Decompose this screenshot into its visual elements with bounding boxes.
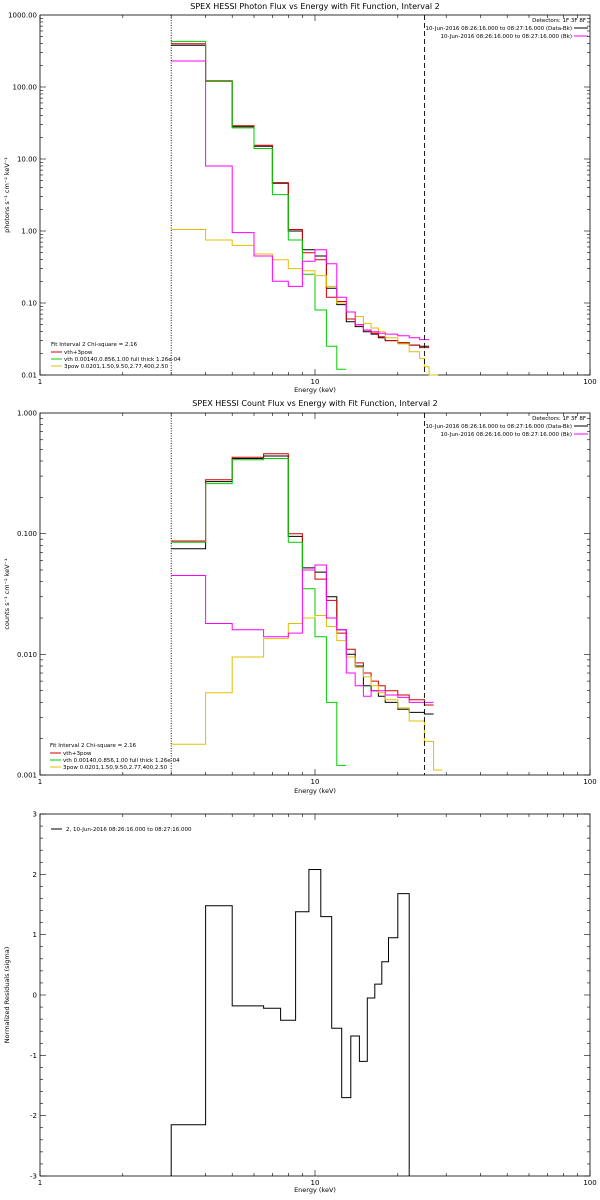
photon-series-3pow bbox=[171, 229, 438, 376]
residuals-x-tick-label: 10 bbox=[311, 1179, 320, 1187]
photon-x-tick-label: 1 bbox=[38, 378, 42, 386]
photon-y-axis-label: photons s⁻¹ cm⁻² keV⁻¹ bbox=[3, 157, 11, 233]
residuals-series-residuals bbox=[170, 869, 410, 1176]
photon-series-bk bbox=[171, 60, 430, 341]
photon-flux-panel: SPEX HESSI Photon Flux vs Energy with Fi… bbox=[3, 2, 597, 394]
photon-legend-data-bk: 10-Jun-2016 08:26:16.000 to 08:27:16.000… bbox=[426, 26, 572, 32]
count-fit-total-label: vth+3pow bbox=[63, 751, 92, 757]
count-flux-panel: SPEX HESSI Count Flux vs Energy with Fit… bbox=[3, 399, 597, 795]
photon-x-tick-label: 10 bbox=[311, 378, 320, 386]
count-x-tick-label: 100 bbox=[583, 778, 596, 786]
photon-fit-vth-label: vth 0.00140,0.856,1.00 full thick 1.26e-… bbox=[64, 357, 181, 363]
count-series-group bbox=[171, 453, 443, 771]
photon-series-group bbox=[171, 40, 438, 376]
count-y-tick-label: 1.000 bbox=[17, 410, 37, 418]
photon-fit-header: Fit Interval 2 Chi-square = 2.16 bbox=[51, 342, 138, 348]
photon-x-tick-label: 100 bbox=[583, 378, 596, 386]
photon-fit-total-label: vth+3pow bbox=[64, 350, 93, 356]
photon-series-vth bbox=[171, 40, 347, 370]
residuals-y-tick-label: 0 bbox=[33, 992, 37, 1000]
photon-y-tick-label: 10.00 bbox=[17, 156, 37, 164]
count-detectors-label: Detectors: 1F 3F 8F bbox=[532, 416, 586, 422]
count-x-tick-label: 1 bbox=[38, 778, 42, 786]
residuals-x-tick-label: 100 bbox=[583, 1179, 596, 1187]
count-series-3pow bbox=[171, 615, 443, 771]
photon-legend-bk: 10-Jun-2016 08:26:16.000 to 08:27:16.000… bbox=[440, 34, 572, 40]
residuals-y-tick-label: -2 bbox=[30, 1112, 37, 1120]
residuals-legend-label: 2, 10-Jun-2016 08:26:16.000 to 08:27:16.… bbox=[66, 827, 192, 833]
photon-vertical-markers bbox=[170, 15, 425, 375]
residuals-plot-frame bbox=[39, 813, 591, 1177]
residuals-y-tick-label: 1 bbox=[33, 931, 37, 939]
count-x-axis-label: Energy (keV) bbox=[294, 787, 336, 795]
photon-series-data-bk bbox=[171, 44, 430, 347]
photon-flux-title: SPEX HESSI Photon Flux vs Energy with Fi… bbox=[190, 2, 440, 11]
residuals-panel: 1 10 100 -3 -2 -1 0 1 2 3 2, 10-Jun-2016 08:26:16… bbox=[3, 811, 597, 1195]
count-series-vth bbox=[171, 458, 347, 766]
photon-series-vth-3pow bbox=[171, 43, 430, 349]
residuals-y-tick-label: 2 bbox=[33, 871, 37, 879]
count-y-tick-label: 0.001 bbox=[17, 772, 37, 780]
count-series-bk bbox=[171, 564, 434, 703]
count-legend-data-bk: 10-Jun-2016 08:26:16.000 to 08:27:16.000… bbox=[426, 424, 572, 430]
count-fit-header: Fit Interval 2 Chi-square = 2.16 bbox=[50, 743, 137, 749]
residuals-y-axis-label: Normalized Residuals (sigma) bbox=[3, 947, 11, 1044]
count-fit-vth-label: vth 0.00140,0.856,1.00 full thick 1.26e-… bbox=[63, 758, 180, 764]
count-y-tick-label: 0.100 bbox=[17, 530, 37, 538]
residuals-x-tick-label: 1 bbox=[38, 1179, 42, 1187]
photon-plot-frame bbox=[39, 14, 591, 376]
count-y-tick-label: 0.010 bbox=[17, 651, 37, 659]
photon-y-tick-label: 100.00 bbox=[13, 84, 38, 92]
count-y-axis-label: counts s⁻¹ cm⁻² keV⁻¹ bbox=[3, 558, 11, 630]
count-x-tick-label: 10 bbox=[311, 778, 320, 786]
residuals-y-tick-label: -3 bbox=[30, 1173, 37, 1181]
photon-y-tick-label: 0.01 bbox=[21, 372, 37, 380]
residuals-y-tick-label: -1 bbox=[30, 1052, 37, 1060]
photon-y-tick-label: 0.10 bbox=[21, 300, 37, 308]
photon-detectors-label: Detectors: 1F 3F 8F bbox=[532, 18, 586, 24]
residuals-x-axis-label: Energy (keV) bbox=[294, 1186, 336, 1194]
count-legend-bk: 10-Jun-2016 08:26:16.000 to 08:27:16.000… bbox=[440, 432, 572, 438]
count-axis-ticks: 1 10 100 0.001 0.010 0.100 1.000 bbox=[17, 410, 597, 787]
photon-fit-3pow-label: 3pow 0.0201,1.50,9.50,2.77,400,2.50 bbox=[64, 364, 169, 370]
photon-y-tick-label: 1.00 bbox=[21, 228, 37, 236]
photon-y-tick-label: 1000.00 bbox=[8, 12, 37, 20]
photon-x-axis-label: Energy (keV) bbox=[294, 386, 336, 394]
photon-axis-ticks: 1 10 100 0.01 0.10 1.00 10.00 100.00 1000.00 bbox=[8, 12, 597, 387]
residuals-axis-ticks: 1 10 100 -3 -2 -1 0 1 2 3 bbox=[30, 811, 597, 1188]
residuals-series-group bbox=[170, 869, 410, 1176]
count-flux-title: SPEX HESSI Count Flux vs Energy with Fit… bbox=[192, 399, 437, 408]
residuals-y-tick-label: 3 bbox=[33, 811, 37, 819]
count-vertical-markers bbox=[170, 413, 425, 775]
count-fit-3pow-label: 3pow 0.0201,1.50,9.50,2.77,400,2.50 bbox=[63, 765, 168, 771]
